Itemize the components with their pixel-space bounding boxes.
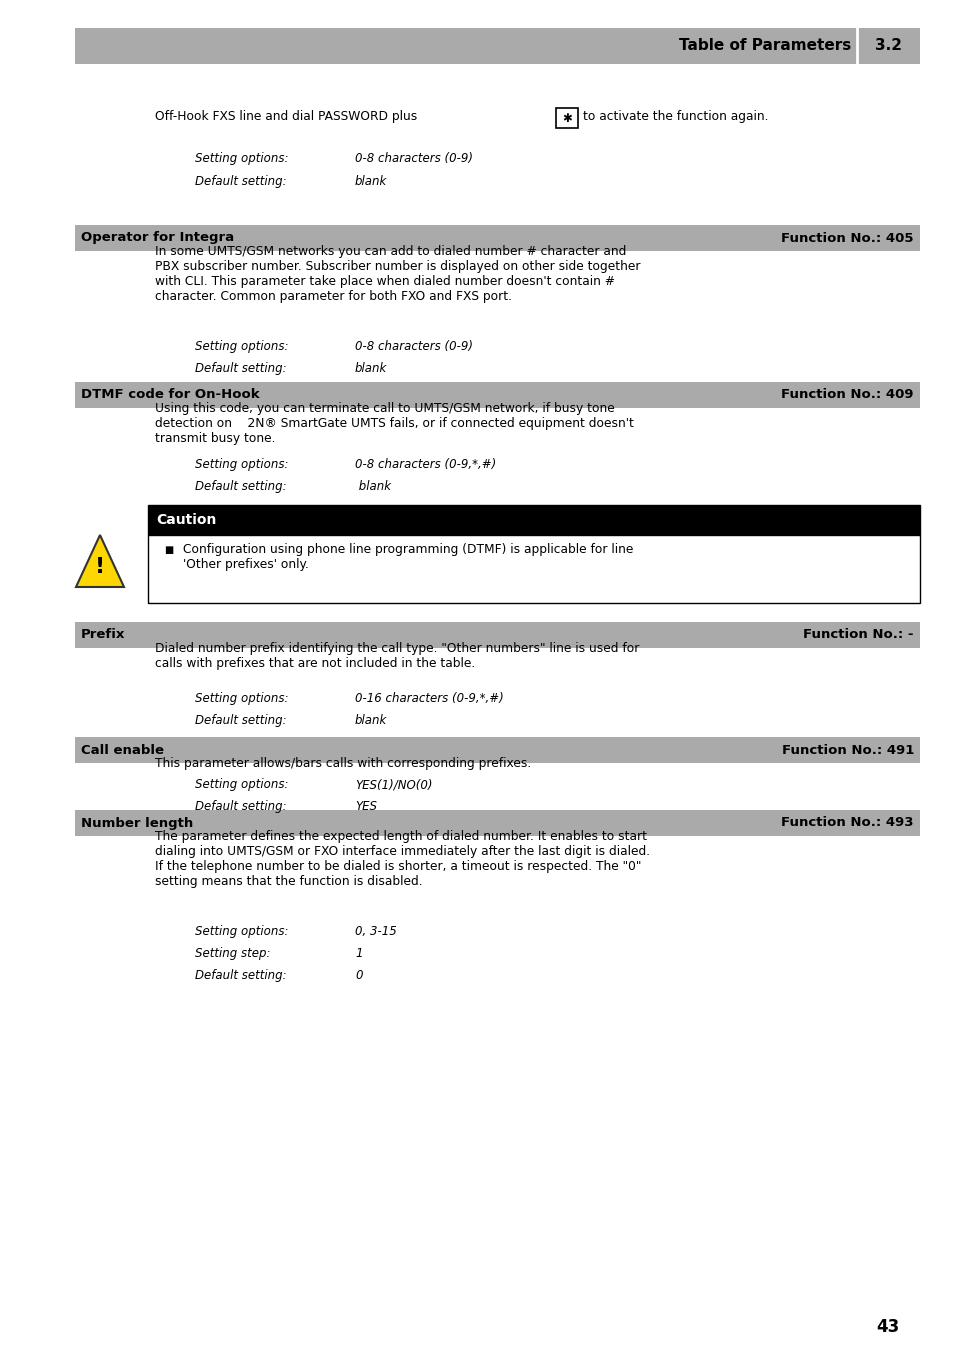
Text: Call enable: Call enable — [81, 743, 164, 757]
Bar — [75, 382, 919, 407]
Text: Dialed number prefix identifying the call type. "Other numbers" line is used for: Dialed number prefix identifying the cal… — [154, 642, 639, 670]
Text: Using this code, you can terminate call to UMTS/GSM network, if busy tone
detect: Using this code, you can terminate call … — [154, 402, 633, 445]
Text: Setting options:: Setting options: — [194, 459, 288, 471]
Text: Default setting:: Default setting: — [194, 800, 286, 813]
Bar — [148, 505, 919, 536]
Text: Number length: Number length — [81, 816, 193, 830]
Bar — [75, 622, 919, 648]
Text: 0-8 characters (0-9): 0-8 characters (0-9) — [355, 152, 473, 165]
Text: blank: blank — [355, 714, 387, 727]
Text: to activate the function again.: to activate the function again. — [582, 111, 768, 123]
Text: Setting options:: Setting options: — [194, 152, 288, 165]
Text: Function No.: -: Function No.: - — [802, 629, 913, 642]
Bar — [148, 536, 919, 603]
Text: This parameter allows/bars calls with corresponding prefixes.: This parameter allows/bars calls with co… — [154, 757, 531, 770]
Text: Prefix: Prefix — [81, 629, 125, 642]
Text: Operator for Integra: Operator for Integra — [81, 232, 233, 244]
Text: ■: ■ — [164, 545, 173, 554]
Text: 0-16 characters (0-9,*,#): 0-16 characters (0-9,*,#) — [355, 692, 503, 706]
Text: Default setting:: Default setting: — [194, 175, 286, 188]
Text: 0: 0 — [355, 969, 362, 982]
Bar — [75, 225, 919, 251]
Text: 3.2: 3.2 — [874, 39, 901, 54]
Text: Function No.: 493: Function No.: 493 — [781, 816, 913, 830]
Text: Default setting:: Default setting: — [194, 362, 286, 375]
Text: Setting options:: Setting options: — [194, 778, 288, 791]
Text: 0-8 characters (0-9): 0-8 characters (0-9) — [355, 340, 473, 353]
Text: !: ! — [95, 557, 105, 577]
Text: Setting options:: Setting options: — [194, 925, 288, 938]
Bar — [556, 108, 578, 128]
Text: Table of Parameters: Table of Parameters — [678, 39, 850, 54]
Text: Setting options:: Setting options: — [194, 340, 288, 353]
Text: Setting options:: Setting options: — [194, 692, 288, 706]
Text: YES: YES — [355, 800, 376, 813]
Text: Function No.: 491: Function No.: 491 — [781, 743, 913, 757]
Text: YES(1)/NO(0): YES(1)/NO(0) — [355, 778, 432, 791]
Bar — [75, 809, 919, 836]
Text: Off-Hook FXS line and dial PASSWORD plus: Off-Hook FXS line and dial PASSWORD plus — [154, 111, 416, 123]
Text: Default setting:: Default setting: — [194, 480, 286, 492]
Text: 0-8 characters (0-9,*,#): 0-8 characters (0-9,*,#) — [355, 459, 496, 471]
Text: 0, 3-15: 0, 3-15 — [355, 925, 396, 938]
Text: In some UMTS/GSM networks you can add to dialed number # character and
PBX subsc: In some UMTS/GSM networks you can add to… — [154, 246, 639, 304]
Text: blank: blank — [355, 362, 387, 375]
Text: blank: blank — [355, 480, 391, 492]
Text: DTMF code for On-Hook: DTMF code for On-Hook — [81, 389, 259, 402]
Text: blank: blank — [355, 175, 387, 188]
Text: Function No.: 409: Function No.: 409 — [781, 389, 913, 402]
Bar — [75, 737, 919, 764]
Text: Caution: Caution — [156, 513, 216, 527]
Text: 1: 1 — [355, 947, 362, 960]
Text: Setting step:: Setting step: — [194, 947, 271, 960]
Text: Default setting:: Default setting: — [194, 714, 286, 727]
Polygon shape — [76, 536, 124, 587]
Text: Default setting:: Default setting: — [194, 969, 286, 982]
Bar — [75, 28, 919, 63]
Text: 43: 43 — [876, 1318, 899, 1336]
Text: Function No.: 405: Function No.: 405 — [781, 232, 913, 244]
Text: The parameter defines the expected length of dialed number. It enables to start
: The parameter defines the expected lengt… — [154, 830, 649, 888]
Text: ✱: ✱ — [561, 112, 572, 124]
Text: Configuration using phone line programming (DTMF) is applicable for line
'Other : Configuration using phone line programmi… — [183, 544, 633, 571]
